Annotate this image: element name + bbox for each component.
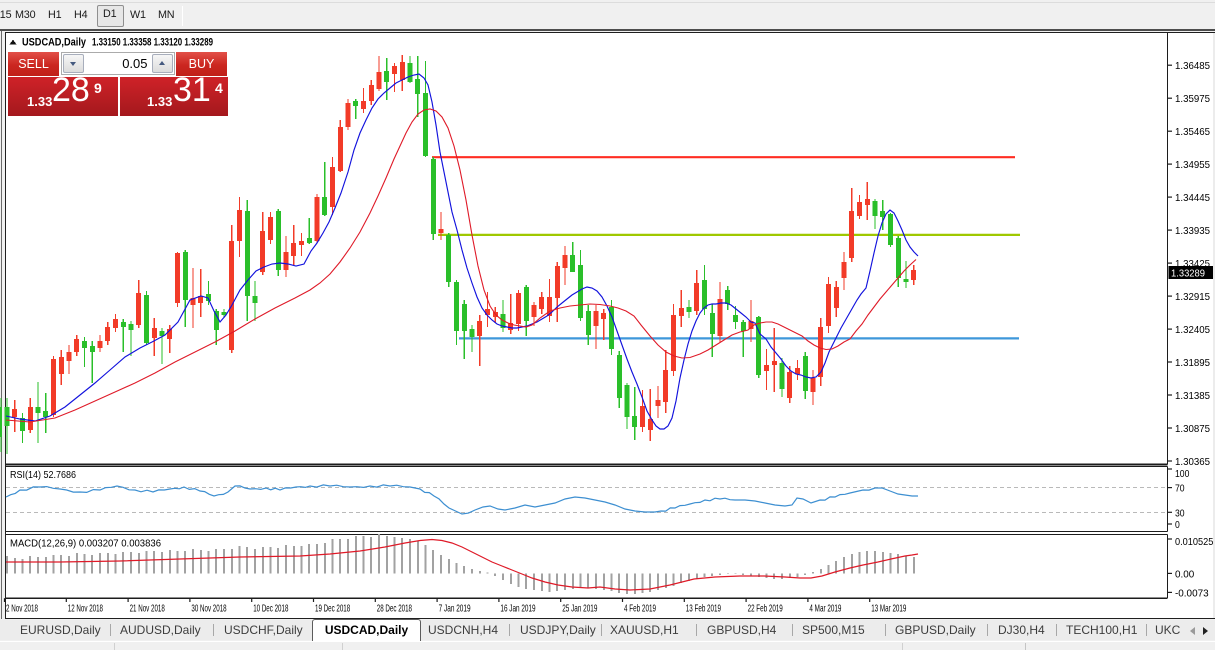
svg-text:0.00: 0.00 [1175, 568, 1194, 580]
svg-text:1.31385: 1.31385 [1175, 390, 1210, 402]
svg-text:21 Nov 2018: 21 Nov 2018 [130, 603, 165, 615]
svg-text:19 Dec 2018: 19 Dec 2018 [315, 603, 350, 615]
svg-text:13 Mar 2019: 13 Mar 2019 [871, 603, 906, 615]
svg-text:1.30365: 1.30365 [1175, 456, 1210, 468]
svg-text:13 Feb 2019: 13 Feb 2019 [686, 603, 721, 615]
svg-text:1.32405: 1.32405 [1175, 324, 1210, 336]
svg-text:1.35465: 1.35465 [1175, 126, 1210, 138]
svg-text:4 Feb 2019: 4 Feb 2019 [624, 603, 656, 615]
svg-text:MACD(12,26,9) 0.003207 0.00383: MACD(12,26,9) 0.003207 0.003836 [10, 538, 161, 550]
svg-text:0.010525: 0.010525 [1175, 536, 1214, 548]
svg-text:28 Dec 2018: 28 Dec 2018 [377, 603, 412, 615]
svg-text:2 Nov 2018: 2 Nov 2018 [6, 603, 38, 615]
svg-text:1.30875: 1.30875 [1175, 423, 1210, 435]
svg-text:-0.0073: -0.0073 [1175, 587, 1209, 599]
svg-text:30: 30 [1175, 507, 1185, 519]
svg-text:0: 0 [1175, 519, 1180, 531]
svg-text:1.33150 1.33358 1.33120 1.3328: 1.33150 1.33358 1.33120 1.33289 [92, 37, 213, 49]
svg-text:USDCAD,Daily: USDCAD,Daily [22, 37, 87, 49]
svg-text:10 Dec 2018: 10 Dec 2018 [253, 603, 288, 615]
svg-text:1.33289: 1.33289 [1171, 268, 1205, 280]
svg-text:100: 100 [1175, 468, 1190, 480]
svg-text:70: 70 [1175, 483, 1185, 495]
svg-text:12 Nov 2018: 12 Nov 2018 [68, 603, 103, 615]
svg-text:1.31895: 1.31895 [1175, 357, 1210, 369]
svg-text:1.33935: 1.33935 [1175, 225, 1210, 237]
svg-text:25 Jan 2019: 25 Jan 2019 [562, 603, 597, 615]
svg-text:1.32915: 1.32915 [1175, 291, 1210, 303]
svg-text:1.34955: 1.34955 [1175, 159, 1210, 171]
svg-text:16 Jan 2019: 16 Jan 2019 [500, 603, 535, 615]
svg-text:1.35975: 1.35975 [1175, 93, 1210, 105]
svg-text:30 Nov 2018: 30 Nov 2018 [191, 603, 226, 615]
svg-text:22 Feb 2019: 22 Feb 2019 [748, 603, 783, 615]
svg-text:1.36485: 1.36485 [1175, 60, 1210, 72]
svg-text:4 Mar 2019: 4 Mar 2019 [809, 603, 841, 615]
svg-text:RSI(14) 52.7686: RSI(14) 52.7686 [10, 469, 76, 481]
svg-text:1.34445: 1.34445 [1175, 192, 1210, 204]
svg-text:7 Jan 2019: 7 Jan 2019 [439, 603, 471, 615]
